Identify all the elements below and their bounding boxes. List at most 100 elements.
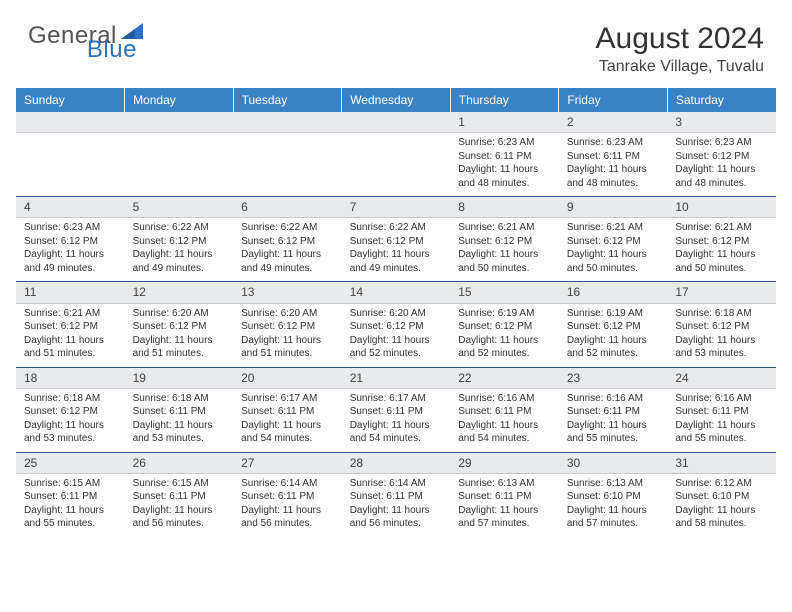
sunset-line: Sunset: 6:10 PM <box>675 490 768 504</box>
day-cell: Sunrise: 6:13 AMSunset: 6:10 PMDaylight:… <box>559 473 668 537</box>
day-cell: Sunrise: 6:15 AMSunset: 6:11 PMDaylight:… <box>16 473 125 537</box>
daylight-line: Daylight: 11 hours and 54 minutes. <box>241 419 334 446</box>
sunset-line: Sunset: 6:11 PM <box>567 150 660 164</box>
day-cell: Sunrise: 6:14 AMSunset: 6:11 PMDaylight:… <box>233 473 342 537</box>
day-number-cell: 16 <box>559 282 668 303</box>
day-body-row: Sunrise: 6:23 AMSunset: 6:12 PMDaylight:… <box>16 218 776 282</box>
sunset-line: Sunset: 6:11 PM <box>458 150 551 164</box>
sunset-line: Sunset: 6:12 PM <box>458 320 551 334</box>
sunrise-line: Sunrise: 6:16 AM <box>675 392 768 406</box>
sunrise-line: Sunrise: 6:22 AM <box>350 221 443 235</box>
daylight-line: Daylight: 11 hours and 56 minutes. <box>350 504 443 531</box>
day-cell: Sunrise: 6:16 AMSunset: 6:11 PMDaylight:… <box>559 388 668 452</box>
sunset-line: Sunset: 6:11 PM <box>458 490 551 504</box>
daylight-line: Daylight: 11 hours and 52 minutes. <box>350 334 443 361</box>
sunrise-line: Sunrise: 6:13 AM <box>567 477 660 491</box>
day-number-cell: 2 <box>559 112 668 133</box>
sunset-line: Sunset: 6:12 PM <box>24 405 117 419</box>
day-number-cell: 23 <box>559 367 668 388</box>
sunset-line: Sunset: 6:12 PM <box>350 235 443 249</box>
month-title: August 2024 <box>596 22 764 56</box>
day-cell: Sunrise: 6:20 AMSunset: 6:12 PMDaylight:… <box>125 303 234 367</box>
sunset-line: Sunset: 6:12 PM <box>133 320 226 334</box>
sunset-line: Sunset: 6:12 PM <box>24 320 117 334</box>
daylight-line: Daylight: 11 hours and 54 minutes. <box>458 419 551 446</box>
day-number-cell: 21 <box>342 367 451 388</box>
sunrise-line: Sunrise: 6:21 AM <box>24 307 117 321</box>
day-number-cell: 9 <box>559 197 668 218</box>
day-cell <box>342 133 451 197</box>
daylight-line: Daylight: 11 hours and 48 minutes. <box>675 163 768 190</box>
sunrise-line: Sunrise: 6:16 AM <box>458 392 551 406</box>
day-number-row: 45678910 <box>16 197 776 218</box>
sunrise-line: Sunrise: 6:21 AM <box>675 221 768 235</box>
day-body-row: Sunrise: 6:15 AMSunset: 6:11 PMDaylight:… <box>16 473 776 537</box>
sunset-line: Sunset: 6:12 PM <box>675 235 768 249</box>
sunrise-line: Sunrise: 6:17 AM <box>350 392 443 406</box>
sunrise-line: Sunrise: 6:23 AM <box>567 136 660 150</box>
day-body-row: Sunrise: 6:21 AMSunset: 6:12 PMDaylight:… <box>16 303 776 367</box>
sunset-line: Sunset: 6:12 PM <box>675 150 768 164</box>
daylight-line: Daylight: 11 hours and 57 minutes. <box>567 504 660 531</box>
day-number-cell: 30 <box>559 452 668 473</box>
day-number-cell: 11 <box>16 282 125 303</box>
day-body-row: Sunrise: 6:23 AMSunset: 6:11 PMDaylight:… <box>16 133 776 197</box>
calendar-table: Sunday Monday Tuesday Wednesday Thursday… <box>16 88 776 537</box>
day-number-row: 11121314151617 <box>16 282 776 303</box>
day-cell: Sunrise: 6:16 AMSunset: 6:11 PMDaylight:… <box>667 388 776 452</box>
sunrise-line: Sunrise: 6:17 AM <box>241 392 334 406</box>
day-cell <box>16 133 125 197</box>
day-number-cell: 1 <box>450 112 559 133</box>
day-cell: Sunrise: 6:14 AMSunset: 6:11 PMDaylight:… <box>342 473 451 537</box>
day-number-cell <box>125 112 234 133</box>
logo-text-blue: Blue <box>87 36 137 64</box>
day-number-cell: 15 <box>450 282 559 303</box>
sunrise-line: Sunrise: 6:22 AM <box>133 221 226 235</box>
sunset-line: Sunset: 6:12 PM <box>241 235 334 249</box>
daylight-line: Daylight: 11 hours and 49 minutes. <box>24 248 117 275</box>
day-cell: Sunrise: 6:21 AMSunset: 6:12 PMDaylight:… <box>450 218 559 282</box>
title-block: August 2024 Tanrake Village, Tuvalu <box>596 22 764 76</box>
sunset-line: Sunset: 6:12 PM <box>567 235 660 249</box>
day-number-cell: 26 <box>125 452 234 473</box>
day-number-cell: 8 <box>450 197 559 218</box>
day-cell: Sunrise: 6:21 AMSunset: 6:12 PMDaylight:… <box>667 218 776 282</box>
day-number-cell: 7 <box>342 197 451 218</box>
sunset-line: Sunset: 6:11 PM <box>133 405 226 419</box>
day-number-cell: 25 <box>16 452 125 473</box>
day-number-cell: 4 <box>16 197 125 218</box>
daylight-line: Daylight: 11 hours and 56 minutes. <box>133 504 226 531</box>
sunset-line: Sunset: 6:11 PM <box>350 490 443 504</box>
daylight-line: Daylight: 11 hours and 57 minutes. <box>458 504 551 531</box>
daylight-line: Daylight: 11 hours and 50 minutes. <box>458 248 551 275</box>
weekday-header-row: Sunday Monday Tuesday Wednesday Thursday… <box>16 88 776 112</box>
day-cell <box>233 133 342 197</box>
day-number-cell: 18 <box>16 367 125 388</box>
sunset-line: Sunset: 6:12 PM <box>458 235 551 249</box>
sunrise-line: Sunrise: 6:19 AM <box>458 307 551 321</box>
sunset-line: Sunset: 6:11 PM <box>350 405 443 419</box>
sunset-line: Sunset: 6:11 PM <box>241 490 334 504</box>
day-cell: Sunrise: 6:18 AMSunset: 6:12 PMDaylight:… <box>667 303 776 367</box>
sunrise-line: Sunrise: 6:20 AM <box>350 307 443 321</box>
sunset-line: Sunset: 6:11 PM <box>458 405 551 419</box>
sunrise-line: Sunrise: 6:20 AM <box>241 307 334 321</box>
sunrise-line: Sunrise: 6:21 AM <box>458 221 551 235</box>
sunset-line: Sunset: 6:11 PM <box>24 490 117 504</box>
daylight-line: Daylight: 11 hours and 53 minutes. <box>24 419 117 446</box>
day-number-cell: 17 <box>667 282 776 303</box>
day-cell: Sunrise: 6:15 AMSunset: 6:11 PMDaylight:… <box>125 473 234 537</box>
day-number-cell: 24 <box>667 367 776 388</box>
weekday-header: Sunday <box>16 88 125 112</box>
day-cell: Sunrise: 6:23 AMSunset: 6:11 PMDaylight:… <box>559 133 668 197</box>
daylight-line: Daylight: 11 hours and 58 minutes. <box>675 504 768 531</box>
day-number-cell: 28 <box>342 452 451 473</box>
day-number-cell: 3 <box>667 112 776 133</box>
sunset-line: Sunset: 6:12 PM <box>24 235 117 249</box>
day-number-cell: 6 <box>233 197 342 218</box>
daylight-line: Daylight: 11 hours and 51 minutes. <box>241 334 334 361</box>
day-cell: Sunrise: 6:21 AMSunset: 6:12 PMDaylight:… <box>16 303 125 367</box>
day-cell: Sunrise: 6:17 AMSunset: 6:11 PMDaylight:… <box>233 388 342 452</box>
sunrise-line: Sunrise: 6:12 AM <box>675 477 768 491</box>
daylight-line: Daylight: 11 hours and 52 minutes. <box>567 334 660 361</box>
